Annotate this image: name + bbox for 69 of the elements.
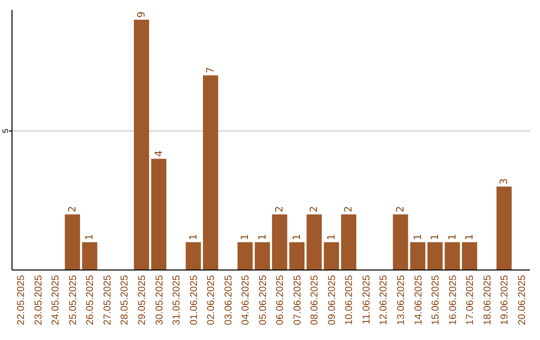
x-tick-label: 29.05.2025 xyxy=(137,274,148,326)
bar xyxy=(238,242,253,270)
x-tick-label: 22.05.2025 xyxy=(16,274,28,326)
y-tick-label: 5 xyxy=(0,128,10,134)
x-tick-label: 10.06.2025 xyxy=(344,274,356,326)
x-tick-label: 20.06.2025 xyxy=(516,274,528,326)
data-label: 2 xyxy=(344,206,355,212)
data-label: 1 xyxy=(292,234,303,240)
bar xyxy=(462,242,478,270)
data-label: 7 xyxy=(206,66,217,74)
data-label: 1 xyxy=(464,234,476,240)
data-label: 2 xyxy=(274,206,286,212)
x-tick-label: 30.05.2025 xyxy=(154,274,166,326)
x-tick-label: 03.06.2025 xyxy=(223,274,234,326)
data-label: 3 xyxy=(499,178,510,185)
x-tick-label: 07.06.2025 xyxy=(292,274,304,326)
data-label: 1 xyxy=(188,234,200,240)
x-tick-label: 25.05.2025 xyxy=(68,274,79,326)
x-tick-label: 16.06.2025 xyxy=(448,274,459,326)
data-label: 1 xyxy=(447,234,458,240)
x-tick-label: 13.06.2025 xyxy=(396,274,407,326)
data-label: 1 xyxy=(240,234,252,240)
x-tick-label: 04.06.2025 xyxy=(240,274,252,326)
bar xyxy=(64,214,80,270)
bar xyxy=(134,20,150,270)
bar xyxy=(151,158,166,270)
bar xyxy=(341,214,356,270)
data-label: 1 xyxy=(257,234,268,240)
x-tick-label: 06.06.2025 xyxy=(275,274,286,326)
x-tick-label: 05.06.2025 xyxy=(258,274,269,326)
x-tick-label: 19.06.2025 xyxy=(500,274,511,326)
data-label: 1 xyxy=(430,234,442,240)
bar xyxy=(392,214,408,270)
x-tick-label: 24.05.2025 xyxy=(50,274,62,326)
bar xyxy=(186,242,201,270)
bar xyxy=(202,75,218,270)
bar xyxy=(82,242,98,270)
data-label: 2 xyxy=(396,206,406,212)
bar xyxy=(324,242,340,270)
data-label: 4 xyxy=(154,150,165,157)
x-tick-label: 28.05.2025 xyxy=(120,274,131,326)
data-label: 1 xyxy=(84,234,96,240)
x-tick-label: 14.06.2025 xyxy=(413,274,424,326)
x-tick-label: 26.05.2025 xyxy=(85,274,96,326)
x-tick-label: 27.05.2025 xyxy=(102,274,114,326)
data-label: 2 xyxy=(309,206,320,212)
bar xyxy=(272,214,288,270)
bar xyxy=(427,242,443,270)
x-tick-label: 09.06.2025 xyxy=(326,274,338,326)
x-tick-label: 18.06.2025 xyxy=(482,274,494,326)
data-label: 9 xyxy=(136,11,148,18)
bar xyxy=(444,242,460,270)
x-tick-label: 15.06.2025 xyxy=(430,274,442,326)
data-label: 2 xyxy=(67,206,78,212)
bar xyxy=(254,242,270,270)
x-tick-label: 31.05.2025 xyxy=(172,274,183,326)
x-tick-label: 12.06.2025 xyxy=(378,274,390,326)
x-tick-label: 11.06.2025 xyxy=(361,274,372,324)
x-tick-label: 02.06.2025 xyxy=(206,274,218,326)
bar xyxy=(306,214,322,270)
bar xyxy=(289,242,304,270)
x-tick-label: 01.06.2025 xyxy=(188,274,200,326)
x-tick-label: 23.05.2025 xyxy=(33,274,44,326)
bar xyxy=(496,186,512,270)
data-label: 1 xyxy=(412,234,424,240)
x-tick-label: 08.06.2025 xyxy=(310,274,321,326)
x-tick-label: 17.06.2025 xyxy=(465,274,476,326)
data-label: 1 xyxy=(326,234,338,240)
bar xyxy=(410,242,426,270)
